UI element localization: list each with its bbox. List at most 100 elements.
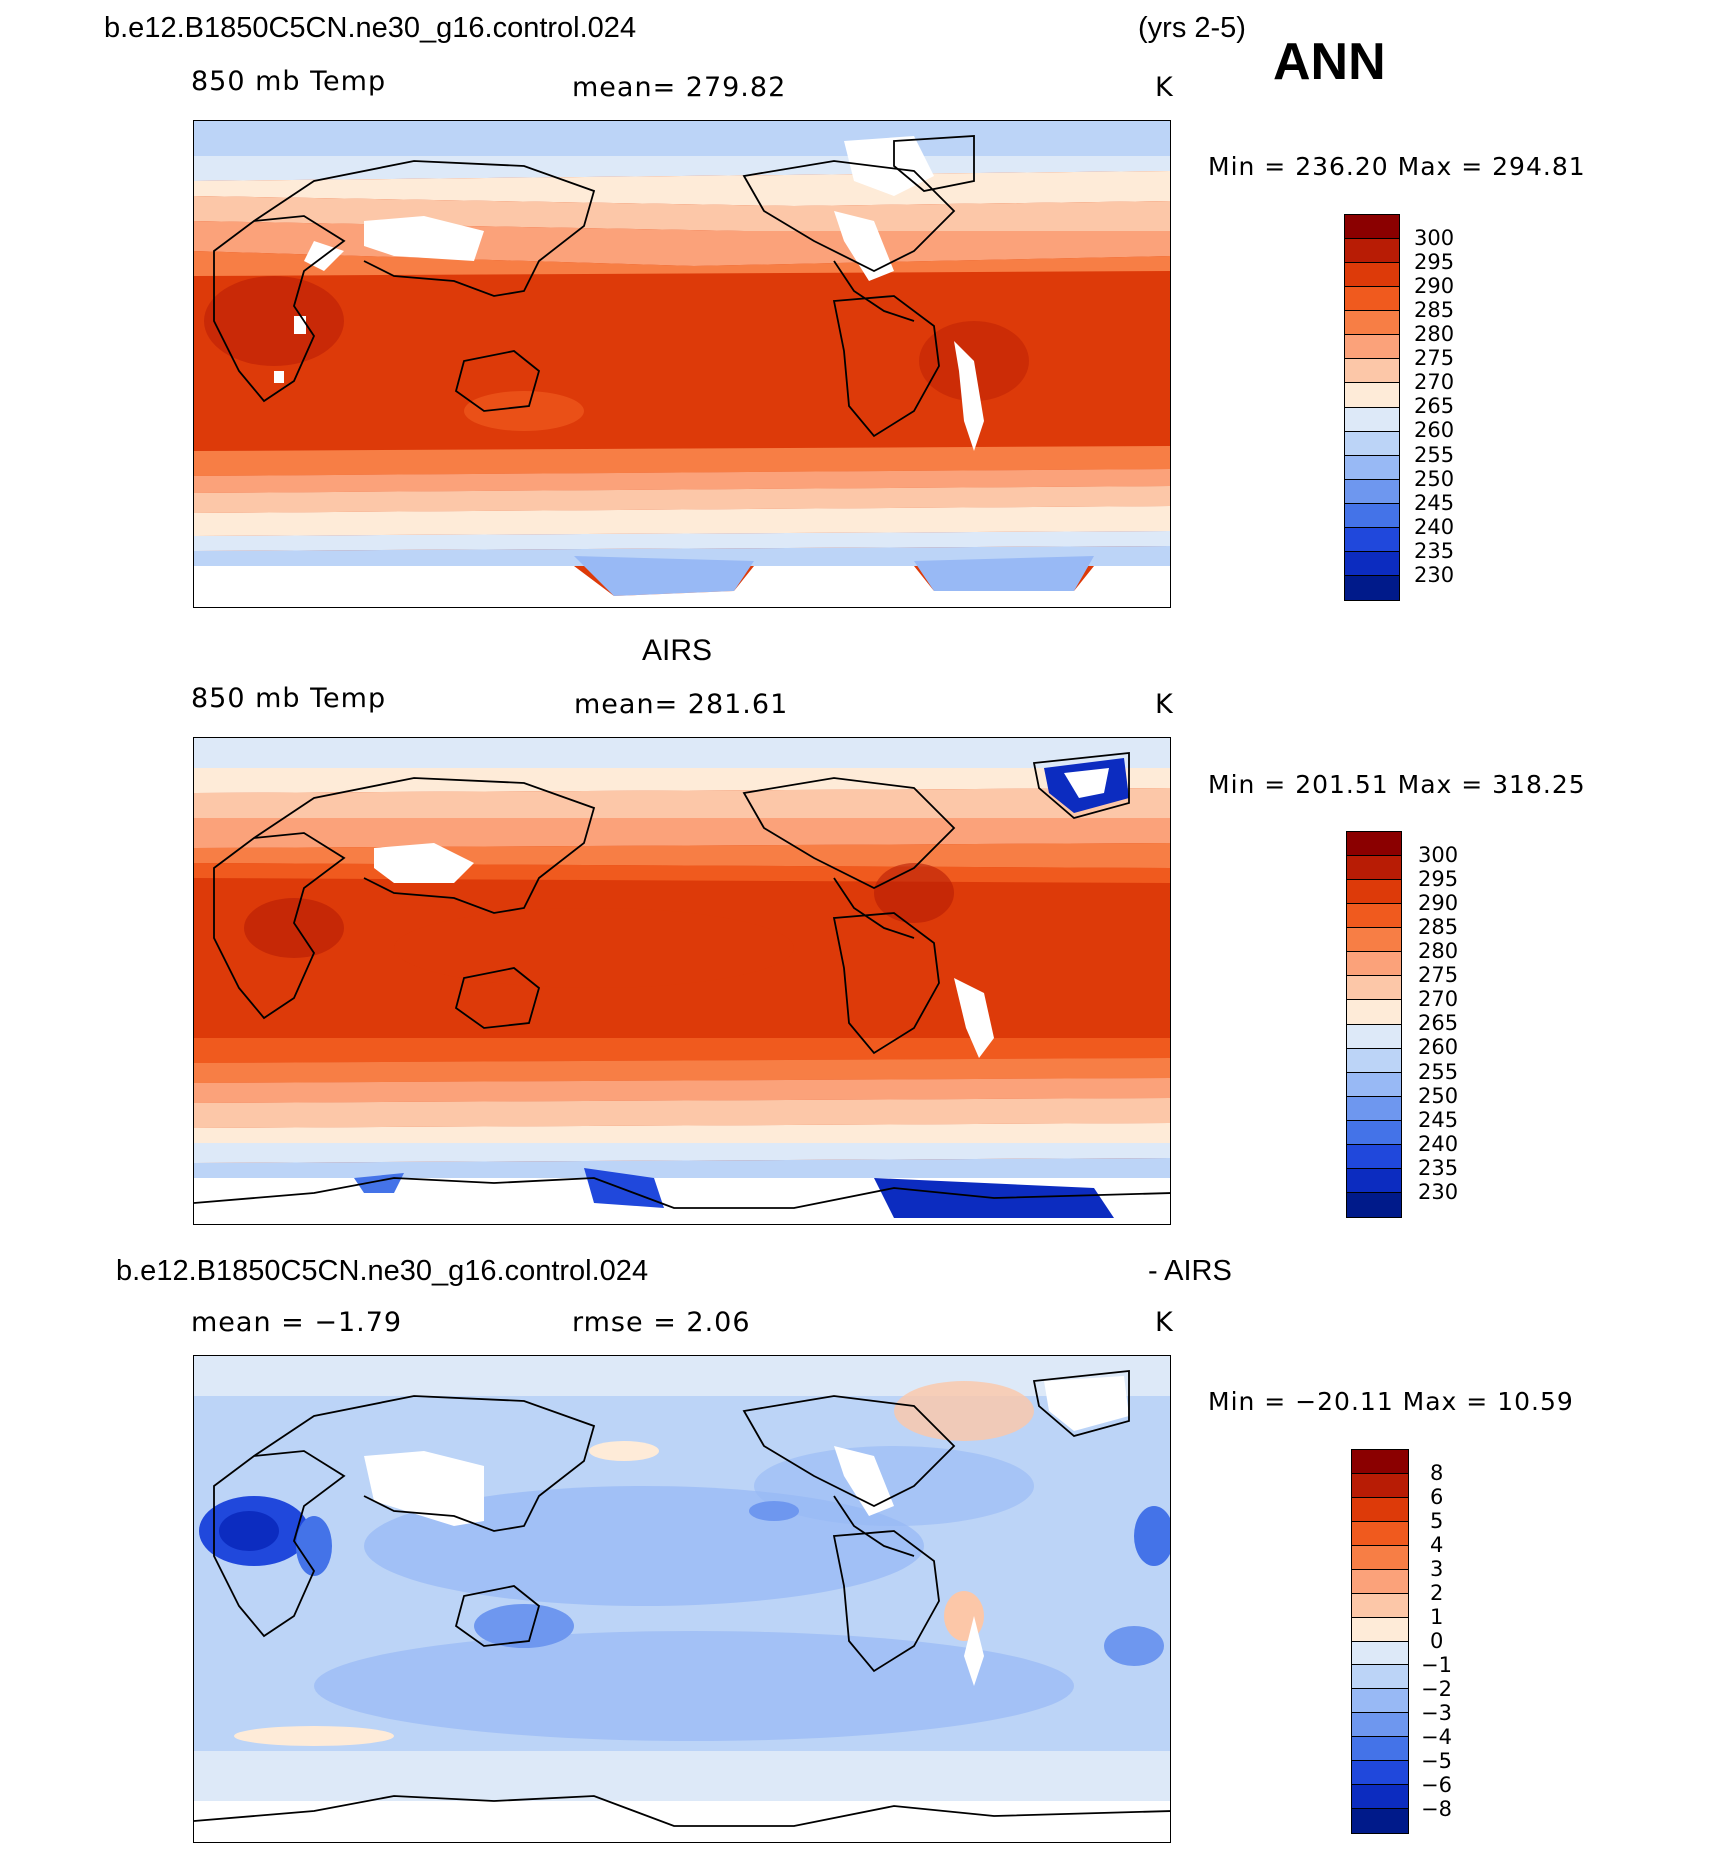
colorbar-swatch: [1347, 1144, 1401, 1169]
colorbar-label: −2: [1421, 1677, 1452, 1701]
colorbar-swatch: [1345, 407, 1399, 432]
colorbar-label: 0: [1430, 1629, 1444, 1653]
colorbar-label: 6: [1430, 1485, 1444, 1509]
model-temperature-field: [194, 121, 1170, 607]
colorbar-swatch: [1347, 952, 1401, 977]
case-name-title: b.e12.B1850C5CN.ne30_g16.control.024: [104, 12, 637, 44]
colorbar-swatch: [1352, 1521, 1408, 1546]
colorbar-label: 2: [1430, 1581, 1444, 1605]
colorbar-swatch: [1345, 215, 1399, 240]
colorbar-label: 260: [1418, 1035, 1459, 1059]
panel-model-map: [193, 120, 1171, 608]
panel-obs-map: [193, 737, 1171, 1225]
colorbar-label: 230: [1418, 1180, 1459, 1204]
colorbar-swatch: [1345, 551, 1399, 576]
colorbar-swatch: [1347, 856, 1401, 881]
colorbar-swatch: [1347, 1072, 1401, 1097]
colorbar-swatch: [1347, 904, 1401, 929]
colorbar-label: 245: [1418, 1108, 1459, 1132]
colorbar-label: 285: [1414, 298, 1455, 322]
colorbar-label: 250: [1418, 1084, 1459, 1108]
colorbar-label: 295: [1414, 250, 1455, 274]
colorbar-label: 275: [1418, 963, 1459, 987]
panel-diff-map: [193, 1355, 1171, 1843]
colorbar-label: 275: [1414, 346, 1455, 370]
colorbar-label: 300: [1414, 226, 1455, 250]
colorbar-label: 260: [1414, 418, 1455, 442]
colorbar-swatch: [1345, 455, 1399, 480]
colorbar-label: 300: [1418, 843, 1459, 867]
colorbar-label: 3: [1430, 1557, 1444, 1581]
colorbar-swatch: [1347, 1024, 1401, 1049]
panel-obs-mean: mean= 281.61: [574, 689, 789, 720]
panel-obs-title: AIRS: [642, 634, 713, 667]
colorbar-label: 1: [1430, 1605, 1444, 1629]
colorbar-swatch: [1352, 1641, 1408, 1666]
colorbar-label: 265: [1418, 1011, 1459, 1035]
panel-obs-units: K: [1155, 689, 1174, 720]
colorbar-label: 290: [1418, 891, 1459, 915]
panel-obs-colorbar: [1346, 831, 1402, 1218]
colorbar-label: 270: [1414, 370, 1455, 394]
panel-obs-variable: 850 mb Temp: [191, 683, 387, 714]
colorbar-label: 280: [1418, 939, 1459, 963]
colorbar-swatch: [1347, 1096, 1401, 1121]
colorbar-swatch: [1352, 1545, 1408, 1570]
colorbar-swatch: [1347, 1168, 1401, 1193]
colorbar-swatch: [1352, 1593, 1408, 1618]
colorbar-swatch: [1352, 1689, 1408, 1714]
colorbar-label: −6: [1421, 1773, 1452, 1797]
colorbar-label: 285: [1418, 915, 1459, 939]
colorbar-swatch: [1345, 263, 1399, 288]
colorbar-swatch: [1352, 1737, 1408, 1762]
colorbar-swatch: [1347, 1000, 1401, 1025]
colorbar-swatch: [1345, 359, 1399, 384]
colorbar-swatch: [1347, 976, 1401, 1001]
colorbar-swatch: [1345, 479, 1399, 504]
panel-diff-title-right: - AIRS: [1148, 1255, 1232, 1287]
colorbar-swatch: [1345, 311, 1399, 336]
colorbar-label: 250: [1414, 467, 1455, 491]
colorbar-label: −1: [1421, 1653, 1452, 1677]
years-label: (yrs 2-5): [1138, 12, 1246, 44]
colorbar-swatch: [1352, 1450, 1408, 1474]
panel-model-mean: mean= 279.82: [572, 72, 787, 103]
colorbar-swatch: [1347, 880, 1401, 905]
colorbar-label: 295: [1418, 867, 1459, 891]
colorbar-label: 4: [1430, 1533, 1444, 1557]
colorbar-label: −3: [1421, 1701, 1452, 1725]
colorbar-label: 280: [1414, 322, 1455, 346]
panel-model-colorbar: [1344, 214, 1400, 601]
colorbar-label: 235: [1418, 1156, 1459, 1180]
diff-temperature-field: [194, 1356, 1170, 1842]
colorbar-swatch: [1347, 928, 1401, 953]
colorbar-swatch: [1352, 1497, 1408, 1522]
colorbar-swatch: [1347, 832, 1401, 857]
colorbar-label: 255: [1414, 443, 1455, 467]
panel-model-units: K: [1155, 72, 1174, 103]
colorbar-swatch: [1345, 383, 1399, 408]
colorbar-label: −4: [1421, 1725, 1452, 1749]
colorbar-label: 245: [1414, 491, 1455, 515]
panel-model-variable: 850 mb Temp: [191, 66, 387, 97]
colorbar-swatch: [1352, 1785, 1408, 1810]
colorbar-swatch: [1345, 431, 1399, 456]
colorbar-swatch: [1347, 1048, 1401, 1073]
colorbar-swatch: [1352, 1617, 1408, 1642]
colorbar-label: 240: [1414, 515, 1455, 539]
panel-obs-minmax: Min = 201.51 Max = 318.25: [1208, 770, 1586, 799]
colorbar-label: 5: [1430, 1509, 1444, 1533]
obs-temperature-field: [194, 738, 1170, 1224]
colorbar-label: 270: [1418, 987, 1459, 1011]
colorbar-label: −5: [1421, 1749, 1452, 1773]
colorbar-label: 265: [1414, 394, 1455, 418]
panel-diff-colorbar: [1351, 1449, 1409, 1834]
panel-diff-mean: mean = −1.79: [191, 1307, 403, 1338]
colorbar-label: 290: [1414, 274, 1455, 298]
colorbar-swatch: [1347, 1120, 1401, 1145]
panel-diff-minmax: Min = −20.11 Max = 10.59: [1208, 1387, 1574, 1416]
colorbar-swatch: [1345, 527, 1399, 552]
colorbar-swatch: [1345, 287, 1399, 312]
colorbar-label: 8: [1430, 1461, 1444, 1485]
panel-diff-rmse: rmse = 2.06: [572, 1307, 751, 1338]
